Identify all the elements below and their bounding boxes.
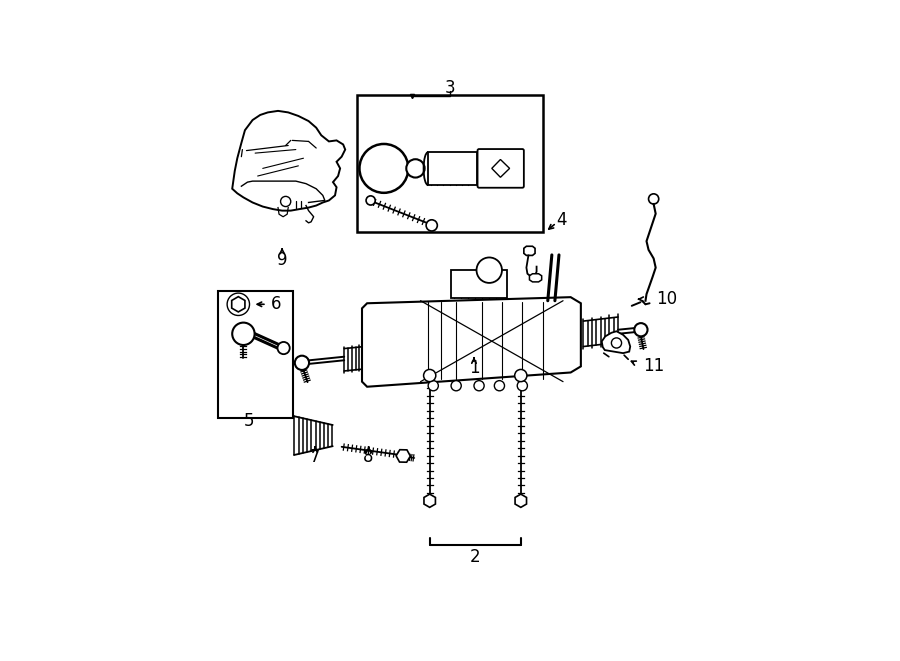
Circle shape <box>428 381 438 391</box>
Circle shape <box>634 323 647 336</box>
Text: 9: 9 <box>277 251 287 269</box>
Circle shape <box>281 196 291 207</box>
Circle shape <box>451 381 462 391</box>
Polygon shape <box>602 331 630 353</box>
Circle shape <box>515 369 526 381</box>
Text: 11: 11 <box>644 358 665 375</box>
Bar <box>428 152 476 185</box>
Text: 10: 10 <box>656 290 677 308</box>
Text: 6: 6 <box>271 295 282 313</box>
Circle shape <box>366 196 375 205</box>
Circle shape <box>277 342 290 354</box>
Circle shape <box>227 293 249 315</box>
Circle shape <box>359 144 409 193</box>
Circle shape <box>494 381 505 391</box>
Text: 2: 2 <box>470 548 481 566</box>
Text: 5: 5 <box>243 412 254 430</box>
Circle shape <box>518 381 527 391</box>
Circle shape <box>406 159 425 178</box>
Polygon shape <box>524 247 536 255</box>
Text: 1: 1 <box>469 360 480 377</box>
Polygon shape <box>232 111 346 211</box>
Circle shape <box>476 257 502 283</box>
Polygon shape <box>491 159 509 177</box>
Circle shape <box>649 194 659 204</box>
Bar <box>218 291 293 418</box>
Text: 4: 4 <box>556 211 567 229</box>
Polygon shape <box>362 297 580 387</box>
Circle shape <box>232 323 255 345</box>
Circle shape <box>474 381 484 391</box>
Circle shape <box>295 356 309 370</box>
FancyBboxPatch shape <box>478 149 524 188</box>
Bar <box>357 95 543 232</box>
Text: 7: 7 <box>310 448 320 466</box>
Circle shape <box>426 220 437 231</box>
Text: 3: 3 <box>445 79 455 97</box>
Text: 8: 8 <box>364 448 374 466</box>
Polygon shape <box>529 274 542 282</box>
Bar <box>451 270 507 298</box>
Circle shape <box>424 369 436 381</box>
Circle shape <box>611 338 622 348</box>
